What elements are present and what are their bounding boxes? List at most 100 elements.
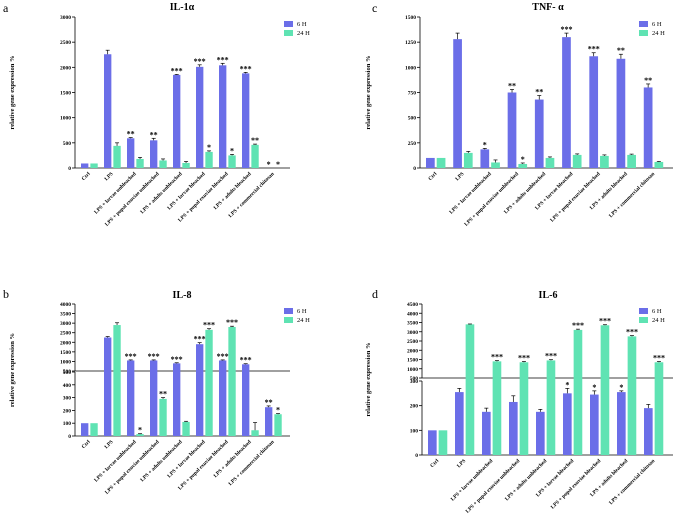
y-tick-label: 2000	[407, 348, 418, 354]
y-tick-label: 0	[68, 166, 71, 172]
x-tick-label: LPS	[103, 439, 114, 450]
significance-label: ***	[171, 66, 183, 75]
bar-6h	[242, 73, 250, 168]
significance-label: *	[276, 406, 280, 415]
bar-6h	[428, 430, 437, 455]
x-tick-label: Ctrl	[81, 439, 92, 450]
significance-label: **	[644, 76, 652, 85]
significance-label: ***	[171, 355, 183, 364]
bar-6h	[265, 407, 273, 436]
x-tick-label: LPS + adults unbleached	[139, 439, 183, 483]
bar-6h	[196, 66, 204, 168]
bar-6h	[127, 360, 135, 436]
bar-24h	[205, 329, 213, 436]
significance-label: ***	[203, 321, 215, 330]
x-tick-label: LPS + pupal exuviae unbleached	[463, 171, 520, 228]
legend-label: 24 H	[652, 317, 665, 324]
bar-6h	[104, 337, 112, 436]
bar-24h	[113, 145, 121, 168]
significance-label: ***	[125, 352, 137, 361]
bar-24h	[492, 361, 502, 455]
bar-6h	[150, 360, 158, 436]
legend-label: 6 H	[652, 21, 662, 28]
significance-label: ***	[560, 25, 572, 34]
y-tick-label: 3500	[407, 321, 418, 327]
bar-6h	[617, 392, 626, 455]
legend-label: 6 H	[297, 21, 307, 28]
legend-swatch	[284, 317, 293, 323]
chart-title: IL-1α	[170, 2, 195, 13]
x-tick-label: LPS + pupal exuviae bleached	[550, 458, 602, 510]
bar-6h	[507, 92, 517, 168]
significance-label: ***	[217, 55, 229, 64]
y-tick-label: 2000	[60, 340, 71, 346]
bar-24h	[205, 151, 213, 168]
chart-title: IL-6	[539, 290, 558, 301]
x-tick-label: Ctrl	[81, 171, 92, 182]
bar-24h	[545, 157, 555, 168]
y-tick-label: 3000	[60, 15, 71, 21]
bar-24h	[159, 160, 167, 168]
x-tick-label: LPS	[454, 171, 465, 182]
legend-label: 24 H	[297, 317, 310, 324]
y-tick-label: 400	[63, 383, 72, 389]
bar-24h	[654, 161, 664, 168]
bar-24h	[600, 155, 609, 168]
bar-24h	[182, 162, 190, 168]
x-tick-label: LPS	[103, 171, 114, 182]
bar-6h	[173, 74, 181, 168]
y-tick-label: 200	[63, 408, 72, 414]
legend-swatch	[284, 30, 293, 36]
y-tick-label: 250	[408, 141, 417, 147]
y-tick-label: 0	[413, 166, 416, 172]
significance-label: *	[592, 383, 596, 392]
y-axis-label: relative gene expression %	[365, 56, 372, 130]
bar-24h	[573, 329, 583, 455]
legend-swatch	[639, 30, 648, 36]
significance-label: ***	[194, 57, 206, 66]
y-tick-label: 1500	[405, 15, 416, 21]
x-tick-label: Ctrl	[429, 458, 440, 469]
x-tick-label: LPS + pupal exuviae unbleached	[465, 458, 522, 515]
legend-swatch	[639, 308, 648, 314]
significance-label: *	[267, 160, 271, 169]
y-tick-label: 1000	[405, 65, 416, 71]
bar-6h	[219, 360, 227, 436]
significance-label: **	[617, 46, 625, 55]
significance-label: *	[230, 146, 234, 155]
y-axis-label: relative gene expression %	[9, 56, 16, 130]
significance-label: ***	[226, 318, 238, 327]
bar-6h	[562, 37, 571, 169]
legend-label: 24 H	[297, 30, 310, 37]
bar-24h	[90, 163, 98, 168]
significance-label: **	[159, 390, 167, 399]
bar-24h	[159, 398, 167, 436]
significance-label: **	[127, 130, 135, 139]
significance-label: ***	[240, 64, 252, 73]
bar-6h	[242, 364, 250, 436]
y-tick-label: 0	[68, 434, 71, 440]
y-tick-label: 100	[63, 421, 72, 427]
bar-6h	[534, 99, 544, 168]
y-tick-label: 500	[63, 141, 72, 147]
significance-label: *	[276, 160, 280, 169]
significance-label: ***	[653, 354, 665, 363]
significance-label: *	[565, 380, 569, 389]
y-tick-label: 300	[63, 396, 72, 402]
y-tick-label: 3000	[60, 321, 71, 327]
significance-label: ***	[572, 321, 584, 330]
legend-swatch	[284, 308, 293, 314]
bar-24h	[546, 360, 556, 455]
y-tick-label: 300	[410, 379, 419, 385]
y-tick-label: 500	[410, 376, 419, 382]
y-axis-label: relative gene expression %	[365, 343, 372, 417]
x-tick-label: LPS + larvae unbleached	[93, 439, 137, 483]
legend-swatch	[639, 317, 648, 323]
y-tick-label: 1500	[60, 350, 71, 356]
x-tick-label: LPS + adults unbleached	[139, 171, 183, 215]
y-tick-label: 3500	[60, 312, 71, 318]
y-tick-label: 750	[408, 91, 417, 97]
bar-6h	[173, 363, 181, 436]
